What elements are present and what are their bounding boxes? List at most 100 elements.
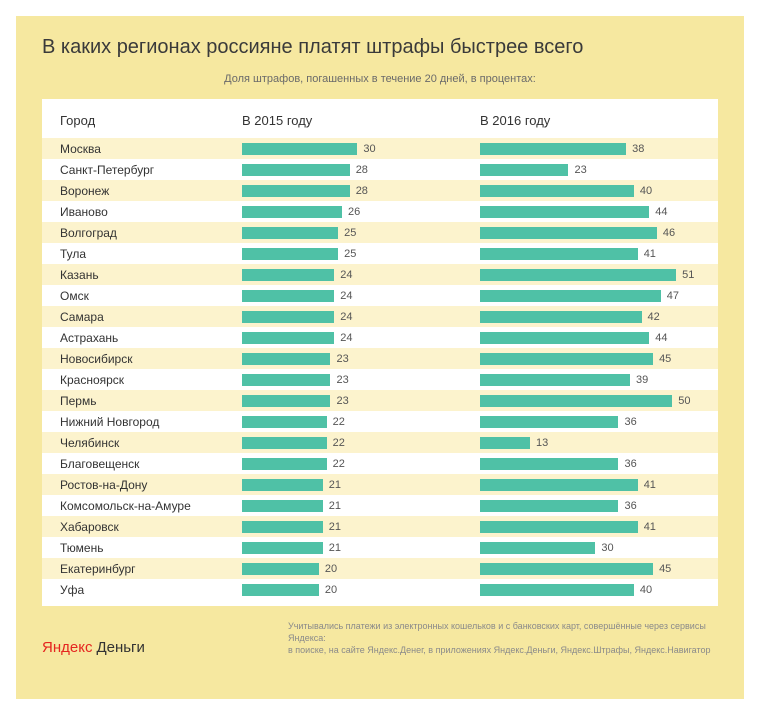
bar-2016-value: 23 [568, 164, 586, 176]
bar-2015 [242, 164, 350, 176]
table-row: Новосибирск 23 45 [42, 348, 718, 369]
table-row: Благовещенск2236 [42, 453, 718, 474]
bar-2016-value: 42 [642, 311, 660, 323]
table-row: Нижний Новгород 22 36 [42, 411, 718, 432]
bar-2015-value: 24 [334, 332, 352, 344]
footnote-line-2: в поиске, на сайте Яндекс.Денег, в прило… [288, 644, 718, 656]
bar-2016-value: 36 [618, 416, 636, 428]
city-label: Омск [42, 289, 242, 303]
bar-2016 [480, 563, 653, 575]
bar-2015-cell: 20 [242, 584, 480, 596]
city-label: Красноярск [42, 373, 242, 387]
bar-2016 [480, 290, 661, 302]
bar-2015 [242, 395, 330, 407]
bar-2016-cell: 50 [480, 395, 718, 407]
bar-2015-value: 21 [323, 479, 341, 491]
city-label: Самара [42, 310, 242, 324]
table-row: Красноярск2339 [42, 369, 718, 390]
bar-2016 [480, 185, 634, 197]
bar-2015-cell: 25 [242, 248, 480, 260]
bar-2016-cell: 46 [480, 227, 718, 239]
table-row: Санкт-Петербург2823 [42, 159, 718, 180]
bar-2016 [480, 248, 638, 260]
col-header-city: Город [42, 113, 242, 128]
bar-2015-cell: 28 [242, 164, 480, 176]
bar-2015-value: 21 [323, 500, 341, 512]
bar-2015 [242, 227, 338, 239]
bar-2016-value: 44 [649, 332, 667, 344]
bar-2016-cell: 44 [480, 206, 718, 218]
bar-2015-value: 23 [330, 353, 348, 365]
bar-2015 [242, 374, 330, 386]
bar-2016 [480, 143, 626, 155]
bar-2015-value: 22 [327, 458, 345, 470]
col-header-2015: В 2015 году [242, 113, 480, 128]
bar-2015-value: 24 [334, 311, 352, 323]
bar-2016-value: 47 [661, 290, 679, 302]
bar-2016-cell: 41 [480, 521, 718, 533]
table-row: Челябинск22 13 [42, 432, 718, 453]
bar-2016-cell: 45 [480, 353, 718, 365]
bar-2015-value: 21 [323, 521, 341, 533]
table-row: Самара 24 42 [42, 306, 718, 327]
bar-2015-cell: 22 [242, 437, 480, 449]
bar-2015-cell: 22 [242, 416, 480, 428]
bar-2016 [480, 353, 653, 365]
bar-2016 [480, 500, 618, 512]
bar-2016 [480, 269, 676, 281]
bar-2015-cell: 20 [242, 563, 480, 575]
bar-2015 [242, 290, 334, 302]
bar-2015 [242, 206, 342, 218]
bar-2016 [480, 206, 649, 218]
bar-2015-cell: 30 [242, 143, 480, 155]
bar-2016-cell: 41 [480, 479, 718, 491]
bar-2015-value: 20 [319, 563, 337, 575]
bar-2016-value: 38 [626, 143, 644, 155]
bar-2015-value: 28 [350, 164, 368, 176]
data-table: Город В 2015 году В 2016 году Москва3038… [42, 99, 718, 606]
bar-2016 [480, 542, 595, 554]
bar-2016-cell: 30 [480, 542, 718, 554]
bar-2015 [242, 353, 330, 365]
bar-2015-value: 25 [338, 248, 356, 260]
city-label: Нижний Новгород [42, 415, 242, 429]
table-row: Иваново2644 [42, 201, 718, 222]
bar-2016-cell: 40 [480, 185, 718, 197]
bar-2016 [480, 416, 618, 428]
city-label: Уфа [42, 583, 242, 597]
city-label: Челябинск [42, 436, 242, 450]
table-body: Москва3038Санкт-Петербург2823Воронеж2840… [42, 138, 718, 600]
bar-2015-value: 22 [327, 416, 345, 428]
bar-2016 [480, 311, 642, 323]
table-row: Тюмень2130 [42, 537, 718, 558]
bar-2016 [480, 332, 649, 344]
table-row: Воронеж2840 [42, 180, 718, 201]
page-title: В каких регионах россияне платят штрафы … [42, 36, 718, 59]
bar-2016-value: 36 [618, 458, 636, 470]
bar-2015-value: 23 [330, 395, 348, 407]
bar-2015-cell: 21 [242, 542, 480, 554]
bar-2015 [242, 416, 327, 428]
bar-2016 [480, 479, 638, 491]
bar-2016-value: 40 [634, 584, 652, 596]
table-row: Уфа 20 40 [42, 579, 718, 600]
bar-2016-cell: 44 [480, 332, 718, 344]
bar-2015-value: 20 [319, 584, 337, 596]
bar-2016 [480, 458, 618, 470]
bar-2016 [480, 227, 657, 239]
city-label: Волгоград [42, 226, 242, 240]
bar-2015-value: 26 [342, 206, 360, 218]
table-row: Волгоград2546 [42, 222, 718, 243]
footer: Яндекс Деньги Учитывались платежи из эле… [42, 620, 718, 656]
bar-2016-value: 13 [530, 437, 548, 449]
city-label: Новосибирск [42, 352, 242, 366]
bar-2016-value: 50 [672, 395, 690, 407]
bar-2015-cell: 26 [242, 206, 480, 218]
bar-2016-value: 40 [634, 185, 652, 197]
bar-2015-cell: 23 [242, 395, 480, 407]
bar-2015-cell: 24 [242, 311, 480, 323]
yandex-money-logo: Яндекс Деньги [42, 639, 145, 656]
bar-2015 [242, 143, 357, 155]
bar-2015-cell: 28 [242, 185, 480, 197]
table-row: Комсомольск-на-Амуре2136 [42, 495, 718, 516]
